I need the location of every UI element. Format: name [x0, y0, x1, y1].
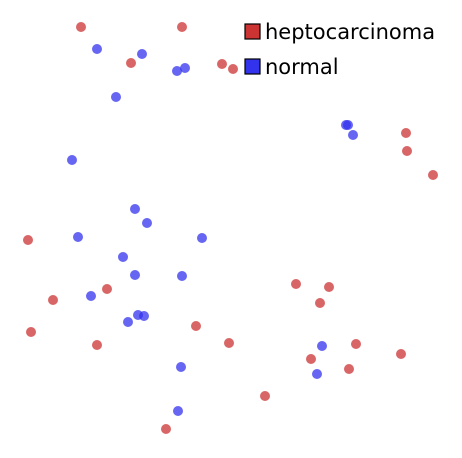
legend: heptocarcinoma normal — [244, 20, 435, 79]
point-heptocarcinoma-0 — [76, 22, 86, 32]
point-heptocarcinoma-1 — [177, 22, 187, 32]
point-normal-4 — [111, 92, 121, 102]
point-heptocarcinoma-8 — [23, 235, 33, 245]
point-heptocarcinoma-21 — [344, 364, 354, 374]
legend-label-normal: normal — [265, 55, 339, 79]
point-normal-19 — [123, 317, 133, 327]
point-heptocarcinoma-19 — [306, 354, 316, 364]
point-normal-13 — [118, 252, 128, 262]
point-heptocarcinoma-15 — [291, 279, 301, 289]
point-heptocarcinoma-9 — [102, 284, 112, 294]
data-points — [23, 22, 438, 434]
point-heptocarcinoma-7 — [428, 170, 438, 180]
point-normal-15 — [177, 271, 187, 281]
point-normal-11 — [73, 232, 83, 242]
point-heptocarcinoma-18 — [351, 339, 361, 349]
point-normal-21 — [312, 369, 322, 379]
point-normal-9 — [130, 204, 140, 214]
point-normal-8 — [67, 155, 77, 165]
point-heptocarcinoma-20 — [396, 349, 406, 359]
point-normal-12 — [197, 233, 207, 243]
point-heptocarcinoma-3 — [217, 59, 227, 69]
point-normal-18 — [139, 311, 149, 321]
point-heptocarcinoma-16 — [324, 282, 334, 292]
point-normal-1 — [137, 49, 147, 59]
point-normal-20 — [317, 341, 327, 351]
point-normal-14 — [130, 270, 140, 280]
point-heptocarcinoma-12 — [92, 340, 102, 350]
point-heptocarcinoma-17 — [315, 298, 325, 308]
point-heptocarcinoma-22 — [260, 391, 270, 401]
point-normal-2 — [180, 63, 190, 73]
point-normal-6 — [343, 120, 353, 130]
point-normal-16 — [86, 291, 96, 301]
point-normal-22 — [176, 362, 186, 372]
point-normal-3 — [172, 66, 182, 76]
point-heptocarcinoma-11 — [26, 327, 36, 337]
point-heptocarcinoma-6 — [402, 146, 412, 156]
point-heptocarcinoma-4 — [228, 64, 238, 74]
legend-label-heptocarcinoma: heptocarcinoma — [265, 20, 435, 44]
point-heptocarcinoma-23 — [161, 424, 171, 434]
legend-swatch-heptocarcinoma — [244, 23, 261, 40]
point-normal-0 — [92, 44, 102, 54]
point-heptocarcinoma-2 — [126, 58, 136, 68]
point-normal-23 — [173, 406, 183, 416]
point-heptocarcinoma-5 — [401, 128, 411, 138]
point-normal-7 — [348, 130, 358, 140]
point-normal-10 — [142, 218, 152, 228]
legend-swatch-normal — [244, 58, 261, 75]
point-heptocarcinoma-14 — [224, 338, 234, 348]
point-heptocarcinoma-13 — [191, 321, 201, 331]
point-heptocarcinoma-10 — [48, 295, 58, 305]
